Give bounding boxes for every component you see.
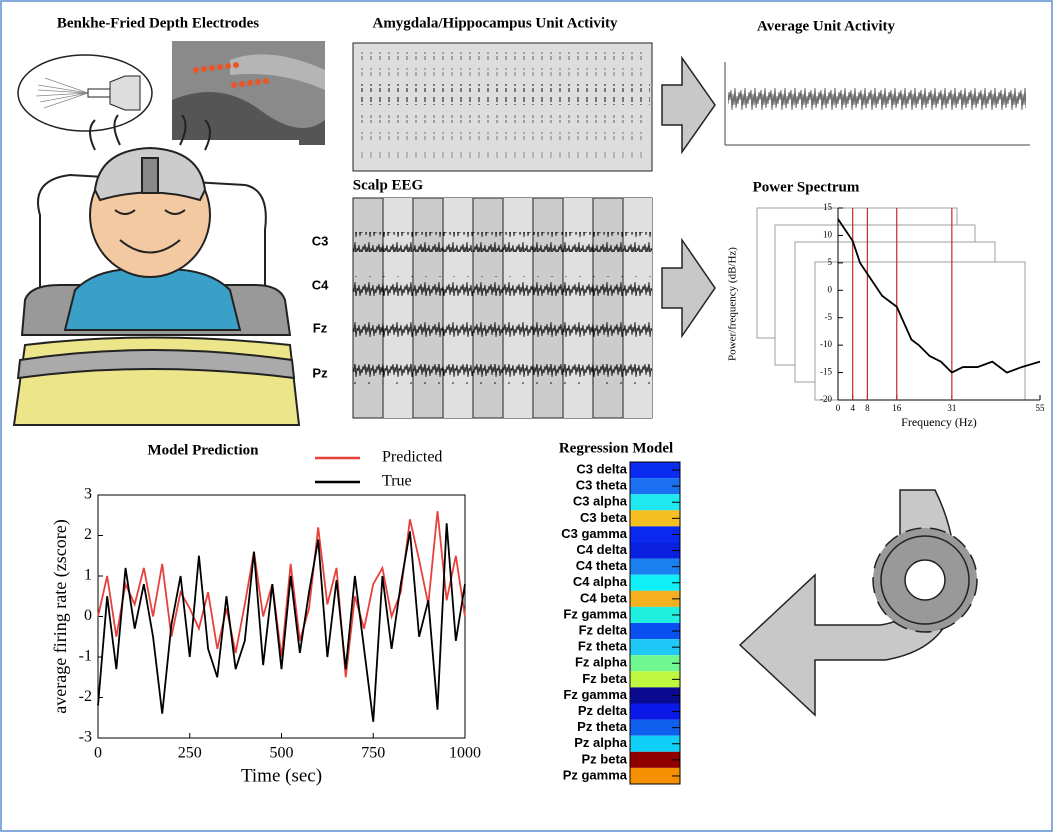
row-label: C3 delta (576, 461, 627, 476)
row-label: C3 alpha (573, 494, 628, 509)
eeg-traces (353, 198, 652, 418)
panel-title: Amygdala/Hippocampus Unit Activity (372, 15, 618, 31)
x-tick-label: 1000 (449, 745, 481, 762)
y-tick-label: 0 (828, 284, 833, 294)
panel-title: Benkhe-Fried Depth Electrodes (57, 15, 259, 31)
row-label: C3 beta (580, 510, 628, 525)
x-tick-label: 750 (361, 745, 385, 762)
y-axis-label: average firing rate (zscore) (50, 519, 71, 713)
row-label: Fz gamma (563, 687, 627, 702)
x-tick-label: 16 (892, 403, 902, 413)
y-tick-label: 2 (84, 526, 92, 543)
chart-title: Regression Model (559, 440, 673, 456)
row-label: C4 alpha (573, 574, 628, 589)
x-tick-label: 4 (850, 403, 855, 413)
row-label: C4 delta (576, 542, 627, 557)
x-tick-label: 0 (836, 403, 841, 413)
y-tick-label: -2 (79, 688, 92, 705)
patient-cartoon (14, 115, 299, 425)
row-label: C4 theta (576, 558, 628, 573)
panel-title: Average Unit Activity (757, 18, 896, 34)
y-tick-label: 5 (828, 257, 833, 267)
row-label: Pz beta (581, 751, 627, 766)
y-axis-label: Power/frequency (dB/Hz) (727, 247, 739, 361)
x-tick-label: 55 (1036, 403, 1046, 413)
gear-icon (873, 528, 977, 632)
row-label: Fz delta (579, 622, 628, 637)
unit-raster (353, 43, 652, 171)
row-label: Fz beta (582, 671, 628, 686)
x-tick-label: 0 (94, 745, 102, 762)
chart-title: Power Spectrum (753, 179, 860, 195)
x-tick-label: 250 (178, 745, 202, 762)
mri-image (172, 41, 325, 145)
electrode-icon (18, 55, 152, 131)
row-label: Pz gamma (563, 767, 628, 782)
x-axis-label: Frequency (Hz) (901, 415, 977, 429)
y-tick-label: -10 (820, 339, 832, 349)
y-tick-label: 1 (84, 567, 92, 584)
channel-label: Pz (312, 365, 328, 380)
channel-label: Fz (313, 320, 328, 335)
y-tick-label: 0 (84, 607, 92, 624)
y-tick-label: 3 (84, 486, 92, 503)
y-tick-label: 10 (823, 229, 833, 239)
row-label: Fz alpha (575, 655, 628, 670)
x-axis-label: Time (sec) (241, 765, 322, 786)
y-tick-label: 15 (823, 202, 833, 212)
y-tick-label: -5 (825, 312, 833, 322)
row-label: Pz theta (577, 719, 628, 734)
x-tick-label: 31 (947, 403, 956, 413)
row-label: Pz delta (578, 703, 628, 718)
panel-title: Scalp EEG (353, 177, 424, 193)
channel-label: C3 (312, 233, 329, 248)
y-tick-label: -20 (820, 394, 832, 404)
y-tick-label: -1 (79, 648, 92, 665)
channel-label: C4 (312, 277, 329, 292)
figure: Benkhe-Fried Depth Electrodes Amygdala/H… (0, 0, 1053, 832)
row-label: C3 theta (576, 478, 628, 493)
row-label: C4 beta (580, 590, 628, 605)
row-label: Pz alpha (574, 735, 628, 750)
x-tick-label: 8 (865, 403, 870, 413)
legend-label: True (382, 473, 412, 490)
row-label: C3 gamma (561, 526, 628, 541)
x-tick-label: 500 (270, 745, 294, 762)
y-tick-label: -3 (79, 729, 92, 746)
chart-title: Model Prediction (148, 442, 260, 458)
y-tick-label: -15 (820, 367, 832, 377)
row-label: Fz theta (578, 639, 628, 654)
legend-label: Predicted (382, 449, 442, 466)
row-label: Fz gamma (563, 606, 627, 621)
